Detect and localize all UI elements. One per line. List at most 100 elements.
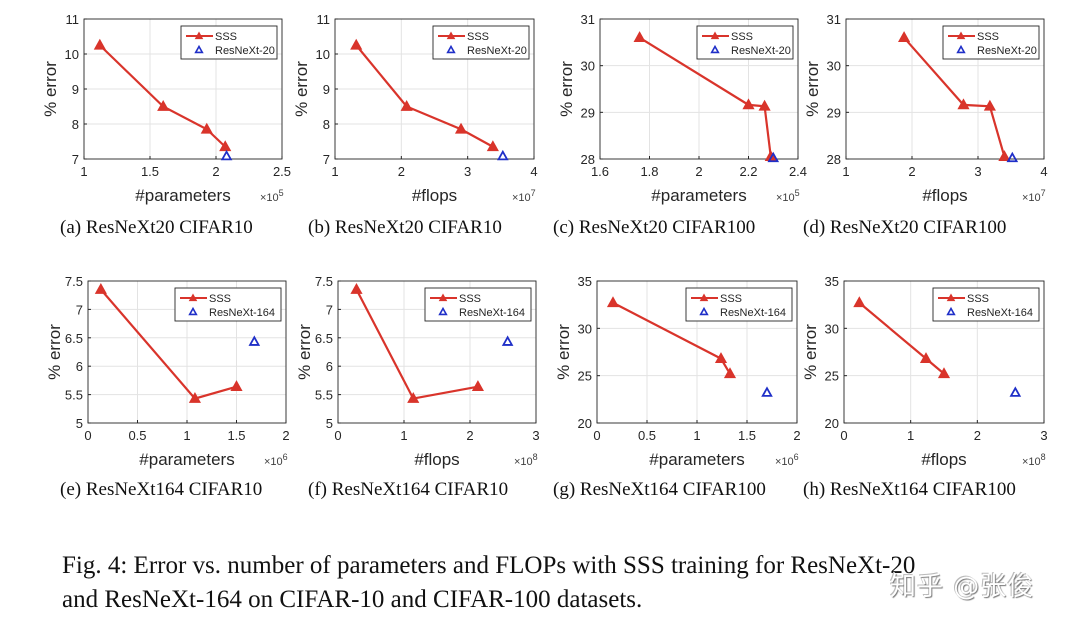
x-tick-label: 2 [466, 428, 473, 443]
data-point [497, 149, 509, 161]
series-sss [853, 296, 951, 379]
figure-caption-line-1: Fig. 4: Error vs. number of parameters a… [62, 552, 916, 579]
data-point [957, 98, 970, 110]
x-tick-label: 3 [974, 164, 981, 179]
y-tick-label: 6.5 [315, 331, 333, 346]
legend-label: SSS [977, 31, 999, 43]
x-axis-label: #flops [922, 186, 967, 205]
x-tick-label: 1.8 [640, 164, 658, 179]
chart-panel-h: 0 1 2 3 20 25 30 35 % error #flops ×108 SSS ResNeXt-… [800, 262, 1080, 517]
y-tick-label: 5 [326, 416, 333, 431]
y-tick-label: 7.5 [65, 274, 83, 289]
data-point [471, 380, 484, 391]
x-tick-label: 4 [530, 164, 537, 179]
data-point [230, 380, 243, 391]
series-resnext-164 [501, 335, 514, 346]
chart-svg: 1.6 1.8 2 2.2 2.4 28 29 30 31 % error #parameters ×… [557, 12, 807, 205]
y-axis-label: % error [41, 61, 60, 117]
data-point [606, 296, 620, 308]
series-line [639, 36, 772, 157]
x-axis-label: #parameters [651, 186, 746, 205]
y-axis-label: % error [557, 61, 576, 117]
x-axis-label: #parameters [135, 186, 230, 205]
x-tick-label: 2.4 [789, 164, 807, 179]
x-tick-label: 1 [400, 428, 407, 443]
x-tick-label: 2.5 [273, 164, 291, 179]
legend: SSS ResNeXt-164 [932, 287, 1040, 322]
x-tick-label: 3 [1040, 428, 1047, 443]
y-tick-label: 5.5 [65, 388, 83, 403]
y-tick-label: 30 [578, 321, 592, 336]
subplot-caption: (c) ResNeXt20 CIFAR100 [553, 217, 756, 238]
legend-box [432, 25, 530, 60]
y-tick-label: 7 [326, 302, 333, 317]
data-point [486, 140, 499, 152]
legend-label: ResNeXt-20 [467, 45, 527, 57]
data-point [919, 352, 933, 363]
data-point [350, 282, 363, 294]
y-axis-label: % error [295, 324, 314, 380]
series-sss [350, 282, 484, 403]
legend-marker [946, 306, 956, 316]
x-tick-label: 1 [693, 428, 700, 443]
chart-svg: 0 0.5 1 1.5 2 20 25 30 35 % error #parameters ×106 S… [554, 274, 801, 469]
data-point [898, 31, 911, 43]
chart-svg: 1 2 3 4 28 29 30 31 % error #flops ×107 SSS ResNeXt-… [803, 12, 1048, 205]
y-tick-label: 7 [323, 152, 330, 167]
series-sss [633, 31, 777, 162]
subplot-caption: (g) ResNeXt164 CIFAR100 [553, 479, 766, 500]
data-point [220, 149, 233, 161]
x-tick-label: 3 [464, 164, 471, 179]
y-tick-label: 29 [581, 105, 595, 120]
series-line [903, 36, 1006, 157]
y-tick-label: 6 [76, 359, 83, 374]
chart-svg: 0 1 2 3 20 25 30 35 % error #flops ×108 SSS ResNeXt-… [801, 274, 1048, 469]
x-tick-label: 2.2 [739, 164, 757, 179]
x-axis-multiplier: ×107 [1022, 188, 1046, 204]
legend-label: ResNeXt-164 [209, 307, 275, 319]
data-point [94, 282, 107, 294]
data-point [998, 150, 1011, 162]
y-axis-label: % error [801, 324, 820, 380]
y-tick-label: 6.5 [65, 331, 83, 346]
y-tick-label: 5 [76, 416, 83, 431]
legend-label: ResNeXt-164 [967, 307, 1033, 319]
legend: SSS ResNeXt-20 [942, 25, 1040, 60]
legend-marker [446, 31, 456, 40]
chart-panel-e: 0 0.5 1 1.5 2 5 5.5 6 6.5 7 7.5 % error #parameters ×… [0, 262, 300, 517]
chart-panel-c: 1.6 1.8 2 2.2 2.4 28 29 30 31 % error #parameters ×… [540, 0, 840, 255]
x-tick-label: 2 [212, 164, 219, 179]
x-tick-label: 0 [334, 428, 341, 443]
y-tick-label: 28 [581, 152, 595, 167]
watermark: 知乎 @张俊 [890, 572, 1035, 602]
legend-label: ResNeXt-20 [977, 45, 1037, 57]
x-axis-multiplier: ×107 [512, 188, 536, 204]
x-tick-label: 2 [908, 164, 915, 179]
x-axis-label: #parameters [139, 450, 234, 469]
y-axis-label: % error [292, 61, 311, 117]
data-point [400, 99, 413, 111]
x-axis-label: #flops [414, 450, 459, 469]
legend-marker [699, 306, 709, 316]
legend-label: SSS [215, 31, 237, 43]
series-sss [94, 282, 243, 403]
series-line [99, 44, 226, 148]
series-sss [898, 31, 1011, 162]
data-point [937, 367, 951, 379]
legend-label: SSS [967, 293, 989, 305]
legend-box [424, 287, 532, 322]
data-point [761, 386, 773, 397]
series-resnext-20 [767, 151, 780, 163]
data-point [188, 392, 201, 403]
legend-marker [946, 293, 956, 302]
subplot-caption: (d) ResNeXt20 CIFAR100 [803, 217, 1007, 238]
series-resnext-20 [220, 149, 233, 161]
y-tick-label: 31 [581, 12, 595, 27]
x-tick-label: 0.5 [128, 428, 146, 443]
chart-svg: 1 1.5 2 2.5 7 8 9 10 11 % error #parameters ×105 SSS… [41, 12, 291, 205]
legend-marker [710, 44, 720, 54]
x-tick-label: 2 [398, 164, 405, 179]
legend-label: SSS [209, 293, 231, 305]
y-tick-label: 8 [72, 117, 79, 132]
subplot-caption: (b) ResNeXt20 CIFAR10 [308, 217, 502, 238]
